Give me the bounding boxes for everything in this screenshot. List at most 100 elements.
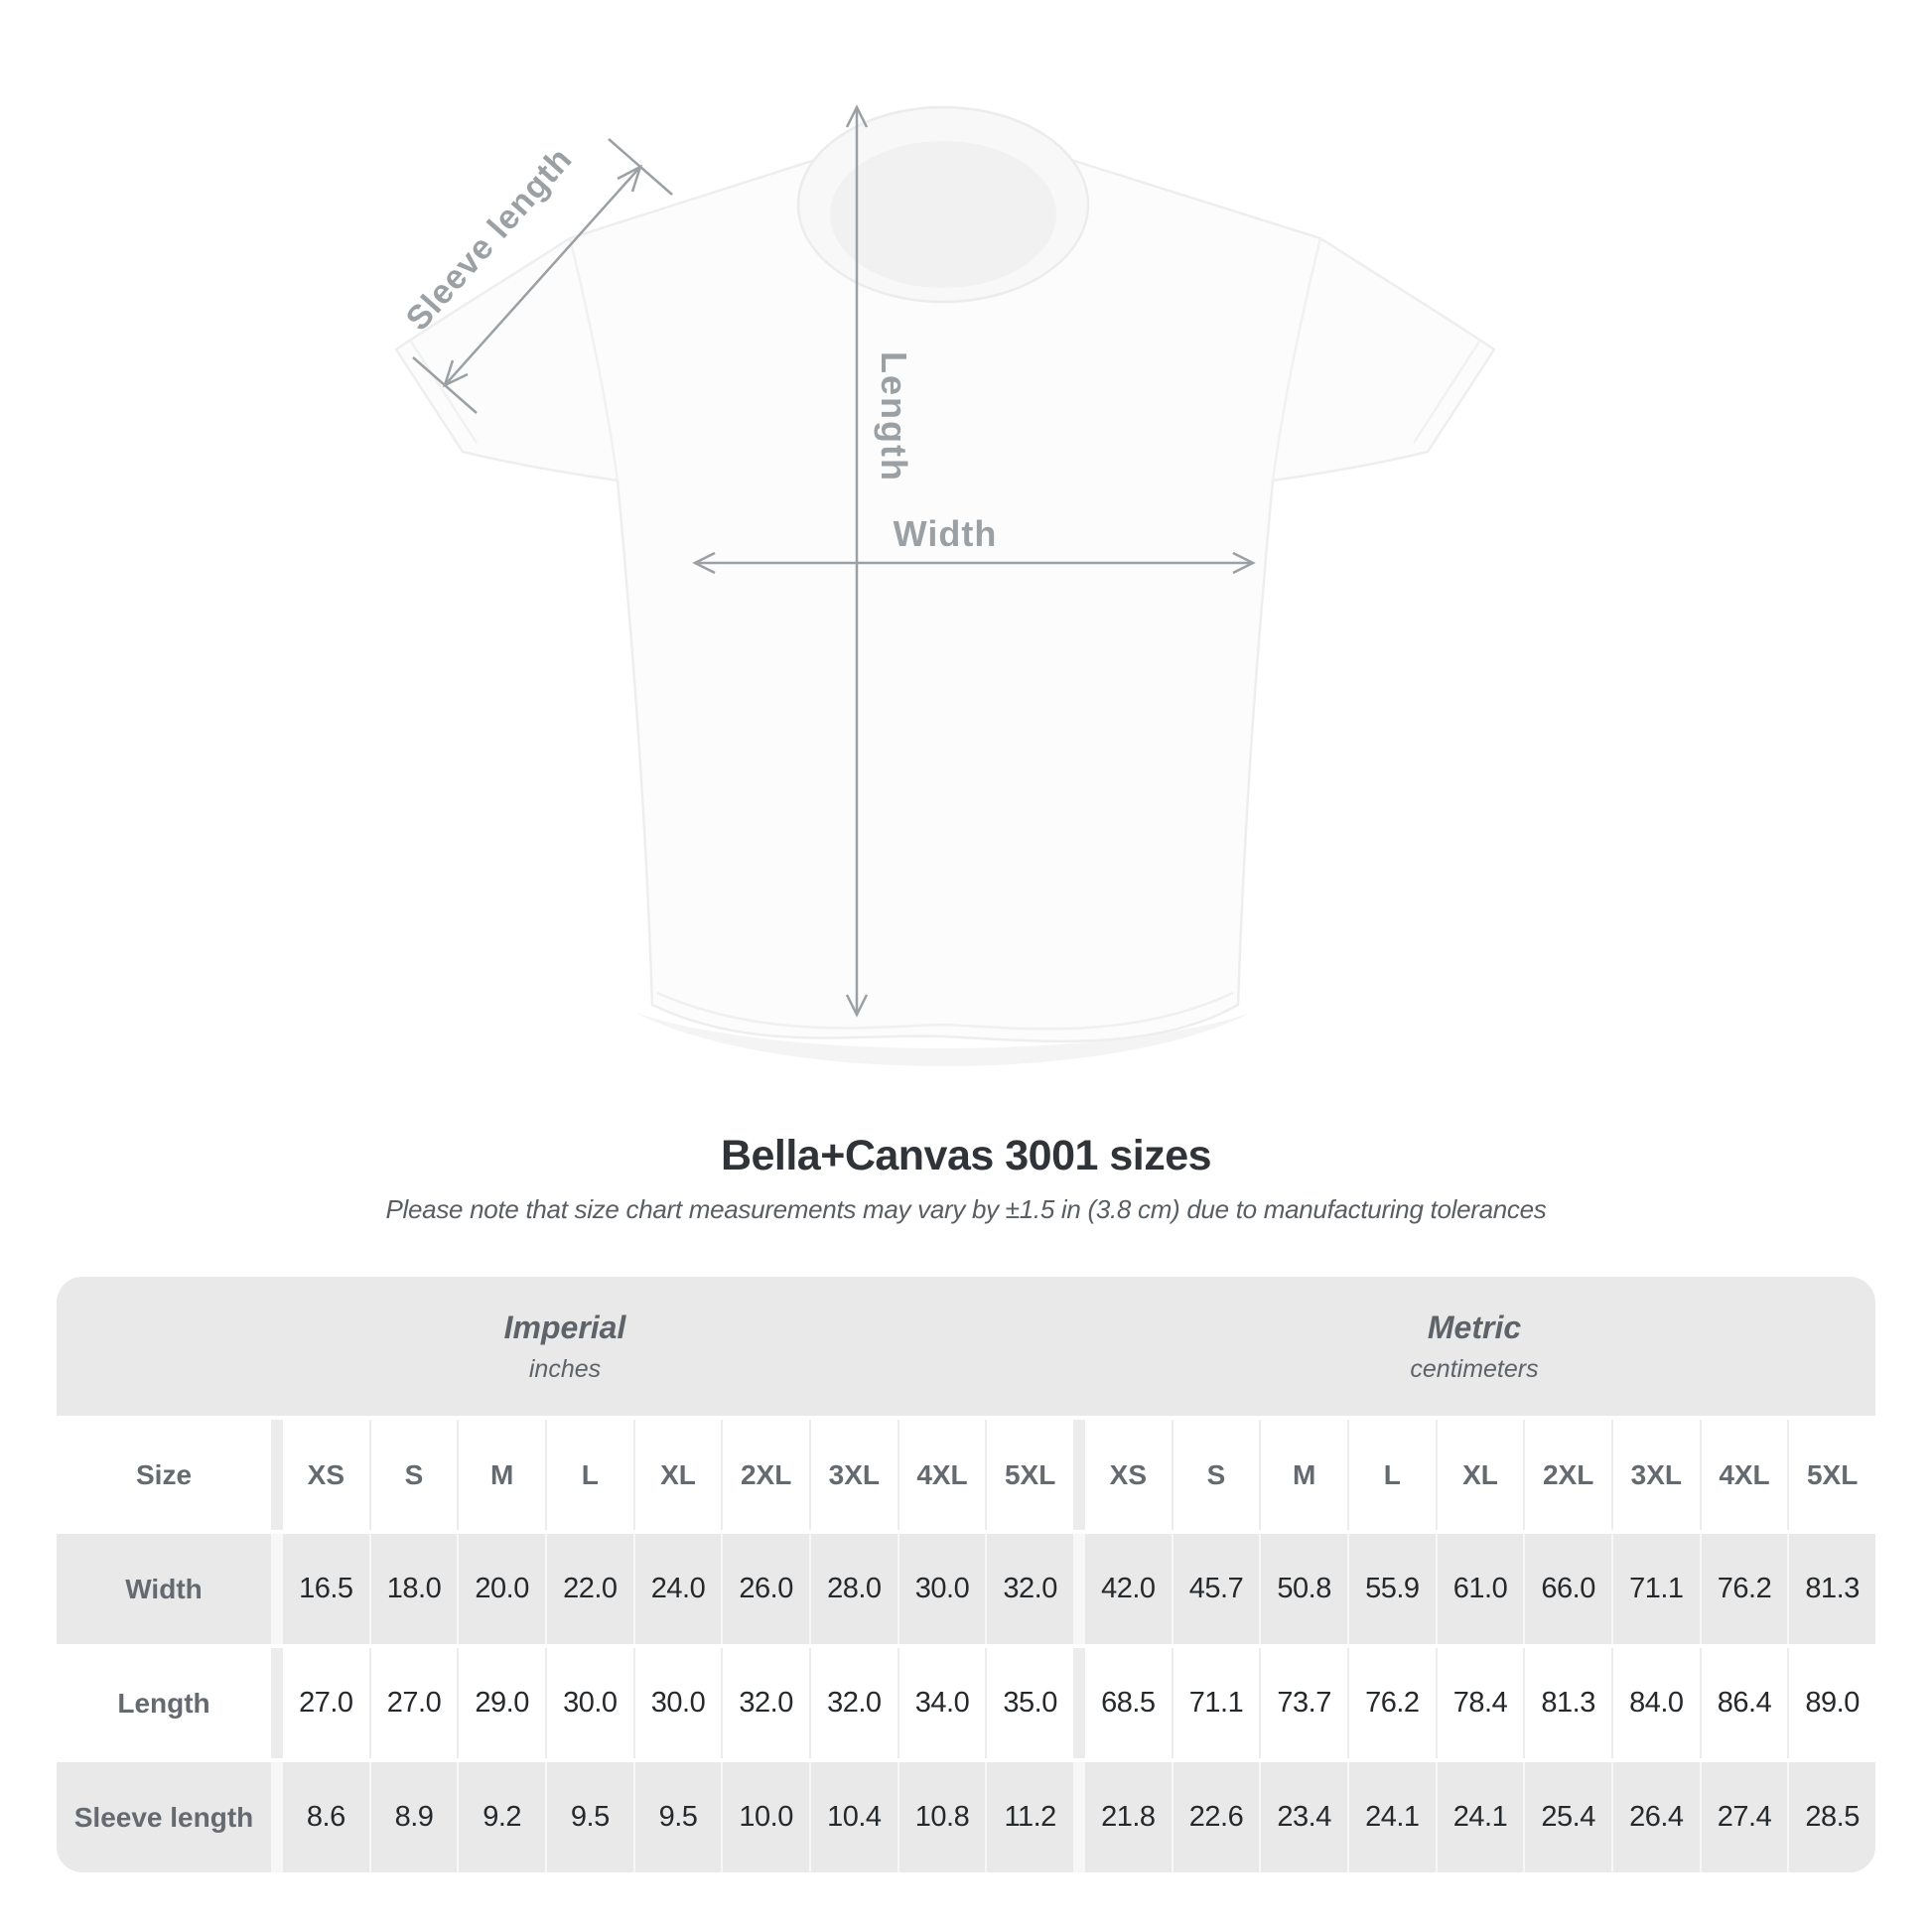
section-divider bbox=[1075, 1762, 1083, 1872]
hem-shadow bbox=[635, 1013, 1251, 1066]
value-cell: 28.0 bbox=[810, 1534, 897, 1644]
value-cell: 22.0 bbox=[546, 1534, 633, 1644]
section-divider bbox=[1075, 1534, 1083, 1644]
row-label: Sleeve length bbox=[57, 1762, 271, 1872]
value-cell: 76.2 bbox=[1348, 1648, 1436, 1758]
value-cell: 34.0 bbox=[898, 1648, 986, 1758]
size-header-cell: 4XL bbox=[898, 1420, 986, 1530]
size-header-cell: 2XL bbox=[723, 1420, 809, 1530]
value-cell: 27.4 bbox=[1701, 1762, 1788, 1872]
size-header-cell: 5XL bbox=[1789, 1420, 1875, 1530]
size-header-cell: L bbox=[1348, 1420, 1436, 1530]
tshirt-measurement-diagram: Sleeve length Length Width bbox=[394, 104, 1496, 1066]
value-cell: 81.3 bbox=[1525, 1648, 1611, 1758]
size-corner-label: Size bbox=[57, 1420, 271, 1530]
value-cell: 29.0 bbox=[459, 1648, 545, 1758]
value-cell: 42.0 bbox=[1084, 1534, 1172, 1644]
section-divider bbox=[273, 1534, 281, 1644]
heading-block: Bella+Canvas 3001 sizes Please note that… bbox=[0, 1132, 1932, 1225]
value-cell: 25.4 bbox=[1525, 1762, 1611, 1872]
tolerance-note: Please note that size chart measurements… bbox=[385, 1194, 1547, 1224]
value-cell: 26.0 bbox=[723, 1534, 809, 1644]
section-divider bbox=[273, 1648, 281, 1758]
section-divider bbox=[273, 1420, 281, 1530]
size-header-cell: S bbox=[370, 1420, 458, 1530]
value-cell: 55.9 bbox=[1348, 1534, 1436, 1644]
value-cell: 73.7 bbox=[1261, 1648, 1347, 1758]
size-header-cell: M bbox=[459, 1420, 545, 1530]
size-header-cell: S bbox=[1173, 1420, 1260, 1530]
value-cell: 23.4 bbox=[1261, 1762, 1347, 1872]
value-cell: 78.4 bbox=[1437, 1648, 1524, 1758]
value-cell: 68.5 bbox=[1084, 1648, 1172, 1758]
value-cell: 24.1 bbox=[1437, 1762, 1524, 1872]
value-cell: 61.0 bbox=[1437, 1534, 1524, 1644]
sleeve-length-arrow bbox=[412, 138, 673, 414]
collar-opening bbox=[830, 141, 1056, 288]
size-header-cell: XS bbox=[283, 1420, 369, 1530]
value-cell: 9.5 bbox=[634, 1762, 722, 1872]
value-cell: 21.8 bbox=[1084, 1762, 1172, 1872]
imperial-unit-label: inches bbox=[528, 1354, 602, 1383]
table-row: Sleeve length 8.6 8.9 9.2 9.5 9.5 10.0 10.4 10.8… bbox=[57, 1762, 1875, 1872]
row-label: Width bbox=[57, 1534, 271, 1644]
left-cuff-seam bbox=[409, 341, 479, 444]
value-cell: 27.0 bbox=[370, 1648, 458, 1758]
width-label: Width bbox=[894, 513, 998, 554]
value-cell: 9.2 bbox=[459, 1762, 545, 1872]
value-cell: 30.0 bbox=[546, 1648, 633, 1758]
value-cell: 10.0 bbox=[723, 1762, 809, 1872]
tshirt-graphic bbox=[394, 105, 1496, 1066]
value-cell: 76.2 bbox=[1701, 1534, 1788, 1644]
value-cell: 28.5 bbox=[1789, 1762, 1875, 1872]
size-header-cell: 3XL bbox=[810, 1420, 897, 1530]
size-header-cell: XS bbox=[1084, 1420, 1172, 1530]
value-cell: 89.0 bbox=[1789, 1648, 1875, 1758]
length-label: Length bbox=[874, 351, 914, 483]
table-row: Width 16.5 18.0 20.0 22.0 24.0 26.0 28.0 30.0 32.… bbox=[57, 1534, 1875, 1644]
value-cell: 30.0 bbox=[634, 1648, 722, 1758]
unit-header-row: Imperial inches Metric centimeters bbox=[57, 1277, 1875, 1416]
size-header-cell: M bbox=[1261, 1420, 1347, 1530]
value-cell: 22.6 bbox=[1173, 1762, 1260, 1872]
width-arrow bbox=[692, 551, 1256, 575]
value-cell: 20.0 bbox=[459, 1534, 545, 1644]
size-header-cell: 2XL bbox=[1525, 1420, 1611, 1530]
size-header-cell: XL bbox=[634, 1420, 722, 1530]
value-cell: 81.3 bbox=[1789, 1534, 1875, 1644]
imperial-system-label: Imperial bbox=[503, 1309, 626, 1345]
value-cell: 84.0 bbox=[1612, 1648, 1700, 1758]
value-cell: 27.0 bbox=[283, 1648, 369, 1758]
value-cell: 66.0 bbox=[1525, 1534, 1611, 1644]
value-cell: 35.0 bbox=[987, 1648, 1073, 1758]
value-cell: 16.5 bbox=[283, 1534, 369, 1644]
value-cell: 71.1 bbox=[1612, 1534, 1700, 1644]
hem-seam bbox=[656, 991, 1234, 1031]
value-cell: 9.5 bbox=[546, 1762, 633, 1872]
size-header-cell: XL bbox=[1437, 1420, 1524, 1530]
size-header-row: Size XS S M L XL 2XL 3XL 4XL 5XL XS S M L XL 2XL 3XL 4XL 5… bbox=[57, 1420, 1875, 1530]
value-cell: 32.0 bbox=[723, 1648, 809, 1758]
value-cell: 10.4 bbox=[810, 1762, 897, 1872]
right-sleeve-seam bbox=[1271, 237, 1322, 482]
row-label: Length bbox=[57, 1648, 271, 1758]
value-cell: 32.0 bbox=[810, 1648, 897, 1758]
value-cell: 8.9 bbox=[370, 1762, 458, 1872]
value-cell: 11.2 bbox=[987, 1762, 1073, 1872]
value-cell: 26.4 bbox=[1612, 1762, 1700, 1872]
value-cell: 32.0 bbox=[987, 1534, 1073, 1644]
metric-header: Metric centimeters bbox=[1073, 1277, 1875, 1416]
size-header-cell: 3XL bbox=[1612, 1420, 1700, 1530]
section-divider bbox=[1075, 1648, 1083, 1758]
metric-unit-label: centimeters bbox=[1410, 1354, 1539, 1383]
table-row: Length 27.0 27.0 29.0 30.0 30.0 32.0 32.0 34.0 35… bbox=[57, 1648, 1875, 1758]
size-header-cell: L bbox=[546, 1420, 633, 1530]
size-table: Imperial inches Metric centimeters Size X… bbox=[57, 1277, 1875, 1872]
value-cell: 71.1 bbox=[1173, 1648, 1260, 1758]
value-cell: 86.4 bbox=[1701, 1648, 1788, 1758]
section-divider bbox=[1075, 1420, 1083, 1530]
size-header-cell: 4XL bbox=[1701, 1420, 1788, 1530]
shirt-body bbox=[394, 137, 1496, 1043]
imperial-header: Imperial inches bbox=[57, 1277, 1073, 1416]
